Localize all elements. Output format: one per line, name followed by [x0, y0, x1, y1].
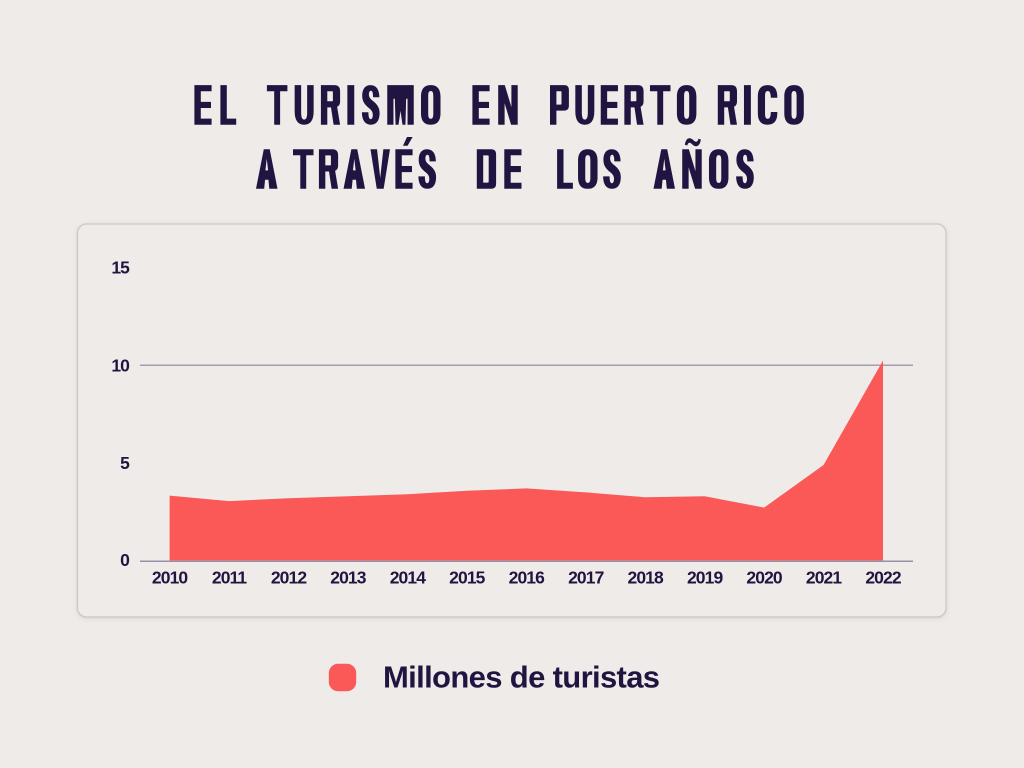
svg-text:2013: 2013	[330, 568, 366, 588]
svg-text:2019: 2019	[687, 568, 723, 588]
svg-text:2021: 2021	[806, 568, 842, 588]
svg-text:15: 15	[111, 258, 130, 278]
svg-text:2017: 2017	[568, 568, 603, 588]
svg-text:10: 10	[111, 355, 130, 375]
svg-text:2010: 2010	[152, 568, 188, 588]
svg-text:2015: 2015	[449, 568, 485, 588]
svg-text:Millones de turistas: Millones de turistas	[383, 660, 659, 695]
svg-text:2018: 2018	[628, 568, 664, 588]
svg-text:0: 0	[120, 550, 130, 570]
svg-text:2022: 2022	[865, 568, 901, 588]
svg-text:5: 5	[120, 453, 130, 473]
svg-text:2011: 2011	[212, 568, 248, 588]
svg-text:2020: 2020	[746, 568, 782, 588]
svg-text:2016: 2016	[509, 568, 545, 588]
svg-text:2012: 2012	[271, 568, 307, 588]
svg-text:2014: 2014	[390, 568, 426, 588]
